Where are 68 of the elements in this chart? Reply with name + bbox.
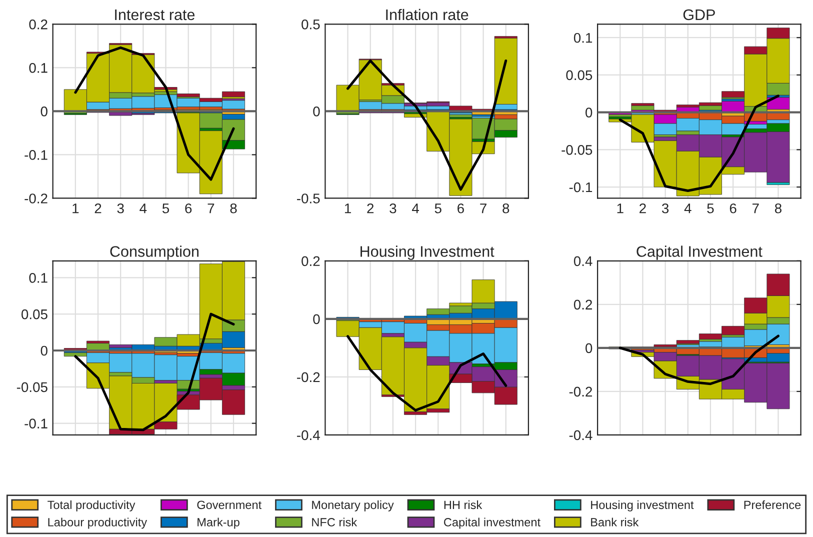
y-tick-label: 0.2 xyxy=(29,20,48,30)
legend-label: Labour productivity xyxy=(48,518,148,529)
x-tick-label: 8 xyxy=(774,203,782,214)
chart-title: GDP xyxy=(683,9,715,20)
x-tick-label: 5 xyxy=(162,204,170,214)
chart-title: Interest rate xyxy=(115,9,195,20)
y-tick-label: 0.1 xyxy=(574,32,592,43)
y-tick-label: -0.2 xyxy=(569,386,592,397)
x-tick-label: 7 xyxy=(752,204,759,214)
y-tick-label: 0.05 xyxy=(21,309,48,320)
x-tick-label: 5 xyxy=(707,204,714,214)
legend-label: HH risk xyxy=(444,500,482,510)
x-tick-label: 1 xyxy=(344,204,351,214)
y-tick-label: 0 xyxy=(586,108,592,118)
y-tick-label: 0.4 xyxy=(574,256,592,266)
y-tick-label: 0 xyxy=(313,314,320,324)
legend-label: Preference xyxy=(744,500,801,510)
legend-label: Total productivity xyxy=(48,500,136,512)
chart-title: Housing Investment xyxy=(360,246,494,260)
x-tick-label: 2 xyxy=(640,203,646,214)
y-tick-label: -0.2 xyxy=(297,372,320,382)
x-tick-label: 6 xyxy=(185,203,192,214)
y-tick-label: -0.2 xyxy=(24,194,48,204)
chart-title: Consumption xyxy=(110,246,198,260)
y-tick-label: -0.4 xyxy=(297,430,320,440)
x-tick-label: 4 xyxy=(140,204,147,214)
x-tick-label: 6 xyxy=(730,203,736,214)
y-tick-label: 0 xyxy=(40,106,48,116)
x-tick-label: 4 xyxy=(684,204,692,214)
legend-label: Mark-up xyxy=(198,518,240,529)
y-tick-label: 0 xyxy=(40,346,48,356)
legend-label: NFC risk xyxy=(312,518,358,526)
y-tick-label: 0.2 xyxy=(302,256,320,266)
y-tick-label: 0.1 xyxy=(29,272,48,283)
x-tick-label: 7 xyxy=(208,204,214,214)
legend-label: Bank risk xyxy=(591,518,639,526)
y-tick-label: -0.05 xyxy=(562,145,592,155)
y-tick-label: -0.1 xyxy=(569,182,592,192)
y-tick-label: 0.5 xyxy=(302,20,320,30)
x-tick-label: 4 xyxy=(412,204,419,214)
x-tick-label: 2 xyxy=(94,203,102,214)
y-tick-label: 0 xyxy=(586,343,592,354)
legend-label: Monetary policy xyxy=(312,500,394,512)
y-tick-label: -0.1 xyxy=(24,150,48,160)
legend-label: Government xyxy=(197,500,262,510)
legend-label: Housing investment xyxy=(591,500,694,512)
x-tick-label: 3 xyxy=(117,203,124,214)
x-tick-label: 2 xyxy=(367,203,374,214)
y-tick-label: -0.1 xyxy=(24,418,48,428)
chart-title: Capital Investment xyxy=(636,246,762,260)
y-tick-label: 0.05 xyxy=(566,70,592,80)
x-tick-label: 1 xyxy=(72,204,79,214)
x-tick-label: 3 xyxy=(662,203,669,214)
y-tick-label: -0.5 xyxy=(297,194,320,204)
legend-label: Capital investment xyxy=(444,518,540,529)
y-tick-label: 0.2 xyxy=(574,300,592,310)
x-tick-label: 8 xyxy=(230,203,237,214)
y-tick-label: 0 xyxy=(313,106,320,116)
x-tick-label: 1 xyxy=(617,204,624,214)
x-tick-label: 3 xyxy=(390,203,396,214)
y-tick-label: -0.05 xyxy=(16,382,48,392)
x-tick-label: 8 xyxy=(502,203,510,214)
y-tick-label: -0.4 xyxy=(569,430,592,440)
y-tick-label: 0.1 xyxy=(29,63,48,73)
x-tick-label: 5 xyxy=(434,204,442,214)
chart-title: Inflation rate xyxy=(386,8,468,20)
x-tick-label: 7 xyxy=(480,204,486,214)
x-tick-label: 6 xyxy=(458,203,464,214)
